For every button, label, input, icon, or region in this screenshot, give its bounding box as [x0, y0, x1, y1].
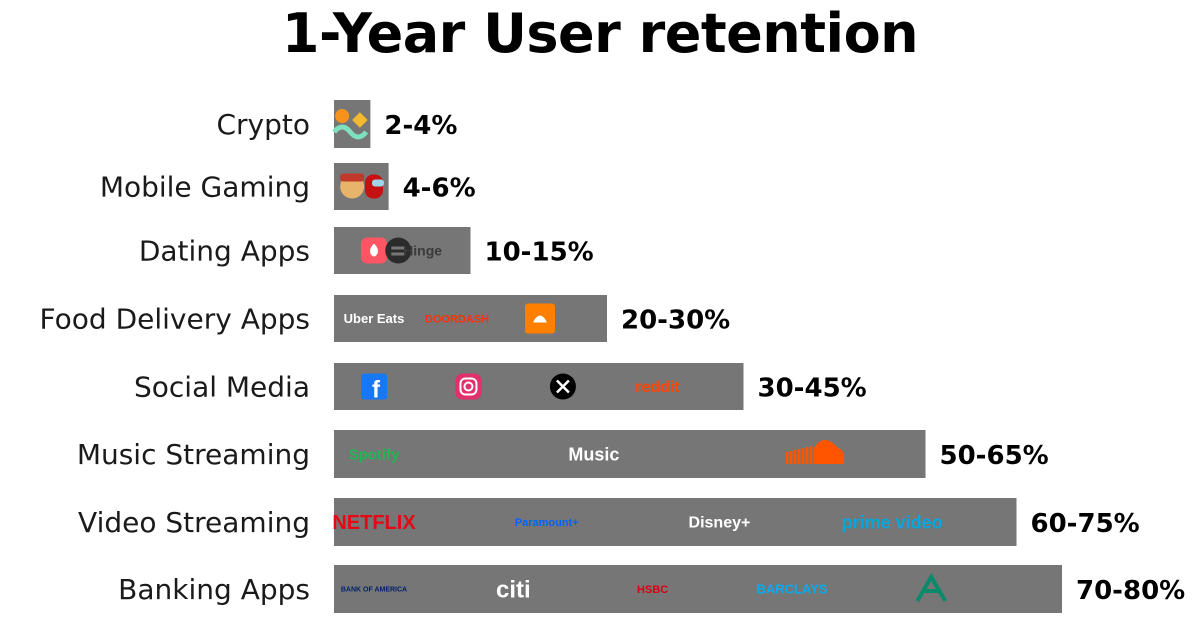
logo-prime-video: prime video: [842, 512, 943, 532]
svg-text:reddit: reddit: [635, 379, 680, 396]
svg-text:f: f: [372, 377, 381, 404]
svg-text:citi: citi: [496, 576, 531, 603]
logo-barclays: BARCLAYS: [756, 582, 827, 597]
logo-netflix: NETFLIX: [332, 512, 416, 534]
logo-reddit: reddit: [635, 379, 680, 396]
logo-tinder: [361, 237, 387, 264]
svg-text:NETFLIX: NETFLIX: [332, 512, 416, 534]
bar-crypto: [334, 100, 371, 148]
svg-text:Paramount+: Paramount+: [515, 517, 579, 529]
svg-text:prime video: prime video: [842, 512, 943, 532]
data-label: 30-45%: [758, 374, 867, 404]
logo-bitcoin-binance: [332, 109, 369, 140]
category-label: Video Streaming: [78, 506, 310, 539]
chart-title: 1-Year User retention: [281, 2, 919, 65]
logo-hsbc: HSBC: [637, 584, 668, 596]
logo-x: [549, 373, 576, 400]
logo-just-eat: [524, 303, 555, 334]
logo-subway-surfers: [340, 173, 365, 199]
data-label: 10-15%: [485, 238, 594, 268]
data-label: 50-65%: [940, 441, 1049, 471]
bar-row-dating-apps: Dating Apps Hinge 10-15%: [139, 227, 594, 274]
bar-row-banking-apps: Banking Apps BANK OF AMERICA citi HSBC BARCL…: [118, 565, 1185, 613]
bar-video-streaming: [334, 498, 1017, 546]
svg-text:Music: Music: [568, 444, 619, 464]
bar-row-music-streaming: Music Streaming Spotify Music 50-65%: [77, 430, 1049, 478]
category-label: Banking Apps: [118, 573, 310, 606]
bar-row-video-streaming: Video Streaming NETFLIX Paramount+ Disney+ p…: [78, 498, 1140, 546]
logo-paramount: Paramount+: [515, 517, 579, 529]
category-label: Mobile Gaming: [100, 171, 310, 204]
logo-soundcloud: [785, 440, 845, 464]
logo-among-us: [365, 174, 384, 199]
bar-row-social-media: Social Media f reddit 30-45%: [134, 363, 867, 410]
data-label: 60-75%: [1031, 509, 1140, 539]
logo-music: Music: [568, 444, 619, 464]
logo-facebook: f: [361, 373, 387, 404]
logo-disney: Disney+: [689, 515, 751, 532]
bar-food-delivery-apps: [334, 295, 607, 342]
bar-row-crypto: Crypto 2-4%: [216, 100, 457, 148]
logo-hinge: Hinge: [403, 242, 442, 258]
svg-text:BANK OF AMERICA: BANK OF AMERICA: [341, 586, 407, 593]
logo-bumble: [385, 237, 412, 264]
svg-text:Uber Eats: Uber Eats: [344, 311, 405, 326]
data-label: 20-30%: [621, 306, 730, 336]
category-label: Social Media: [134, 371, 310, 404]
logo-uber-eats: Uber Eats: [344, 311, 405, 326]
bar-social-media: [334, 363, 744, 410]
svg-text:DOORDASH: DOORDASH: [425, 313, 489, 325]
svg-text:Spotify: Spotify: [349, 446, 400, 463]
data-label: 4-6%: [403, 174, 476, 204]
bar-banking-apps: [334, 565, 1062, 613]
logo-bank-of-america: BANK OF AMERICA: [341, 586, 407, 593]
svg-text:HSBC: HSBC: [637, 584, 668, 596]
logo-credit-agricole: [915, 573, 948, 603]
logo-spotify: Spotify: [349, 446, 400, 463]
svg-text:Disney+: Disney+: [689, 515, 751, 532]
category-label: Crypto: [216, 108, 310, 141]
logo-doordash: DOORDASH: [425, 313, 489, 325]
svg-text:BARCLAYS: BARCLAYS: [756, 582, 827, 597]
data-label: 70-80%: [1076, 576, 1185, 606]
category-label: Dating Apps: [139, 235, 310, 268]
category-label: Food Delivery Apps: [40, 303, 310, 336]
logo-instagram: [455, 373, 482, 400]
category-label: Music Streaming: [77, 438, 310, 471]
data-label: 2-4%: [384, 111, 457, 141]
bar-row-mobile-gaming: Mobile Gaming 4-6%: [100, 163, 476, 210]
bar-row-food-delivery-apps: Food Delivery Apps Uber Eats DOORDASH 20-30…: [40, 295, 730, 342]
svg-text:Hinge: Hinge: [403, 242, 442, 258]
logo-citi: citi: [496, 576, 531, 603]
